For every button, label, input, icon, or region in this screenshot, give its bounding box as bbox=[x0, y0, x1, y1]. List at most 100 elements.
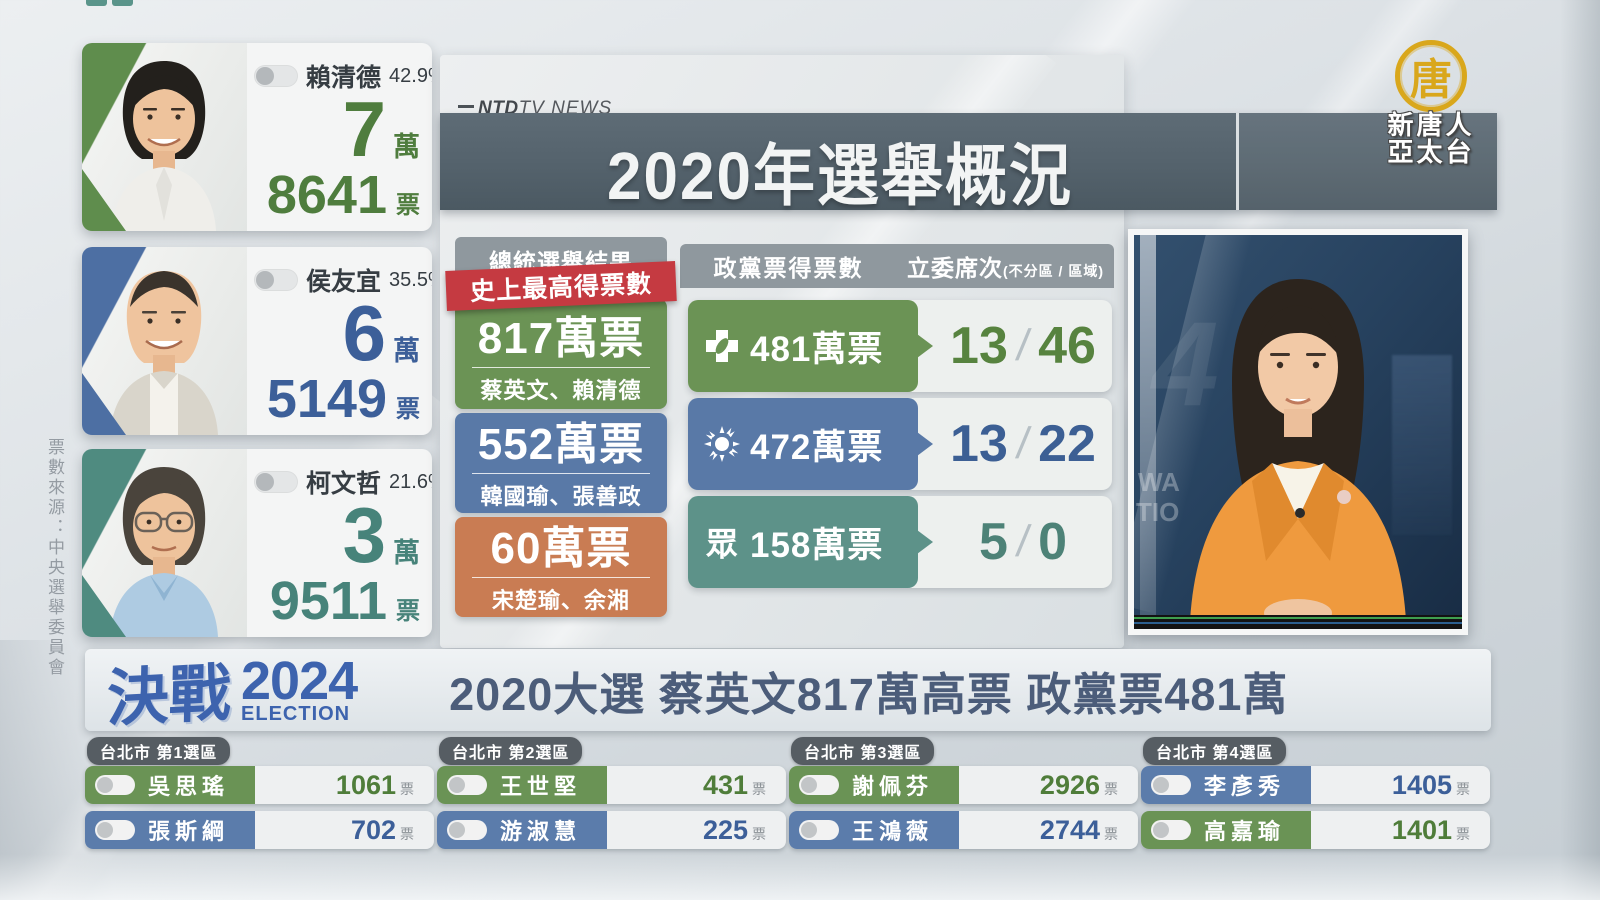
unit-piao: 票 bbox=[396, 192, 420, 220]
seats-label: 立委席次(不分區 / 區域) bbox=[897, 249, 1114, 283]
ticker-votes: 1405 bbox=[1391, 769, 1452, 800]
ticker-row: 游淑慧 225 票 bbox=[437, 811, 786, 849]
party-logo-pill-icon bbox=[254, 471, 298, 493]
ticker-votes: 2926 bbox=[1039, 769, 1100, 800]
district-tag: 台北市 第3選區 bbox=[791, 737, 935, 765]
ticker-row: 張斯綱 702 票 bbox=[85, 811, 434, 849]
ticket-names: 韓國瑜、張善政 bbox=[480, 484, 642, 510]
seats-values: 13 / 22 bbox=[934, 398, 1112, 490]
seats-label-note: (不分區 / 區域) bbox=[1003, 263, 1104, 279]
party-row-kmt: 472萬票 13 / 22 bbox=[688, 398, 1112, 490]
party-row-tpp: 眾 158萬票 5 / 0 bbox=[688, 496, 1112, 588]
district-tag: 台北市 第2選區 bbox=[439, 737, 583, 765]
unit-piao: 票 bbox=[396, 396, 420, 424]
ticker-votes: 702 bbox=[350, 814, 396, 845]
seats-slash: / bbox=[1013, 321, 1033, 370]
studio-ghost-text: TIO bbox=[1136, 497, 1180, 527]
ticker-row: 王鴻薇 2744 票 bbox=[789, 811, 1138, 849]
ticker-row: 吳思瑤 1061 票 bbox=[85, 766, 434, 804]
studio-ghost-text: WA bbox=[1138, 467, 1180, 497]
district-column-1: 台北市 第1選區 吳思瑤 1061 票 張斯綱 702 票 bbox=[85, 737, 434, 853]
station-name-line2: 亞太台 bbox=[1387, 137, 1475, 168]
candidate-name: 賴清德 bbox=[306, 64, 382, 92]
ticker-row: 李彥秀 1405 票 bbox=[1141, 766, 1490, 804]
seats-district: 22 bbox=[1038, 415, 1096, 473]
studio-light-strip bbox=[1140, 235, 1156, 629]
studio-city-backdrop bbox=[1392, 355, 1452, 535]
bottom-fade bbox=[0, 854, 1600, 900]
banner-election-word: ELECTION bbox=[241, 703, 351, 726]
unit-wan: 萬 bbox=[393, 132, 420, 162]
tpp-logo-icon: 眾 bbox=[702, 522, 742, 562]
ticker-candidate-name: 高嘉瑜 bbox=[1204, 819, 1286, 844]
party-chip: 眾 158萬票 bbox=[688, 496, 933, 588]
seats-district: 46 bbox=[1038, 317, 1096, 375]
votes-total: 817萬票 bbox=[477, 314, 645, 363]
ticker-unit: 票 bbox=[752, 825, 766, 842]
party-chip: 481萬票 bbox=[688, 300, 933, 392]
seats-slash: / bbox=[1013, 517, 1033, 566]
divider bbox=[472, 367, 650, 369]
presidential-result-dpp: 817萬票 蔡英文、賴清德 bbox=[455, 299, 667, 409]
candidate-avatar-illustration bbox=[112, 61, 216, 231]
seats-district: 0 bbox=[1038, 513, 1068, 571]
ticker-votes: 1401 bbox=[1391, 814, 1452, 845]
seats-atlarge: 5 bbox=[978, 513, 1008, 571]
ticker-unit: 票 bbox=[1104, 780, 1118, 797]
party-logo-pill-icon bbox=[95, 820, 135, 840]
district-column-4: 台北市 第4選區 李彥秀 1405 票 高嘉瑜 1401 票 bbox=[1141, 737, 1490, 853]
edge-shading bbox=[1560, 0, 1600, 900]
candidate-card-lai: 賴清德 42.9% 7萬 8641 票 bbox=[82, 43, 432, 231]
candidate-name: 柯文哲 bbox=[306, 470, 382, 498]
ticker-votes: 1061 bbox=[335, 769, 396, 800]
ticker-unit: 票 bbox=[400, 825, 414, 842]
votes-total: 60萬票 bbox=[490, 524, 632, 573]
station-name-line1: 新唐人 bbox=[1387, 110, 1475, 140]
party-logo-pill-icon bbox=[799, 820, 839, 840]
dpp-logo-icon bbox=[702, 326, 742, 366]
station-logo-ring-icon: 唐 bbox=[1395, 40, 1467, 112]
news-anchor-illustration bbox=[1190, 279, 1406, 621]
party-logo-pill-icon bbox=[254, 269, 298, 291]
ticker-candidate-name: 李彥秀 bbox=[1204, 774, 1286, 799]
seats-values: 5 / 0 bbox=[934, 496, 1112, 588]
candidate-name: 侯友宜 bbox=[306, 268, 382, 296]
page-title: 2020年選舉概況 bbox=[607, 139, 1073, 214]
district-tag: 台北市 第4選區 bbox=[1143, 737, 1287, 765]
unit-piao: 票 bbox=[396, 598, 420, 626]
party-row-dpp: 481萬票 13 / 46 bbox=[688, 300, 1112, 392]
seats-slash: / bbox=[1013, 419, 1033, 468]
seats-atlarge: 13 bbox=[950, 317, 1008, 375]
candidate-photo bbox=[82, 247, 247, 435]
ticker-candidate-name: 王世堅 bbox=[500, 774, 582, 799]
vote-source-note: 票數來源：中央選舉委員會 bbox=[45, 438, 64, 678]
ticker-candidate-name: 吳思瑤 bbox=[148, 774, 230, 799]
party-logo-pill-icon bbox=[254, 65, 298, 87]
party-votes-value: 472萬票 bbox=[750, 427, 884, 467]
studio-background: 4 WA TIO bbox=[1134, 235, 1462, 629]
kmt-sun-icon bbox=[702, 424, 742, 464]
divider bbox=[472, 473, 650, 475]
divider bbox=[472, 577, 650, 579]
ticker-row: 王世堅 431 票 bbox=[437, 766, 786, 804]
votes-total: 552萬票 bbox=[477, 420, 645, 469]
ticket-names: 宋楚瑜、余湘 bbox=[491, 588, 630, 614]
votes-ten-thousands: 6 bbox=[342, 289, 386, 377]
votes-ten-thousands: 3 bbox=[342, 491, 386, 579]
banner-year: 2024 bbox=[241, 650, 358, 711]
party-logo-pill-icon bbox=[1151, 775, 1191, 795]
ticker-row: 謝佩芬 2926 票 bbox=[789, 766, 1138, 804]
ticker-unit: 票 bbox=[752, 780, 766, 797]
votes-remainder: 5149 bbox=[266, 369, 387, 430]
party-votes-header: 政黨票得票數 立委席次(不分區 / 區域) bbox=[680, 244, 1114, 288]
party-logo-pill-icon bbox=[447, 775, 487, 795]
title-bar: 2020年選舉概況 bbox=[440, 113, 1497, 214]
candidate-percent: 21.6% bbox=[389, 470, 432, 493]
station-logo: 唐 新唐人 亞太台 bbox=[1386, 40, 1476, 167]
seats-values: 13 / 46 bbox=[934, 300, 1112, 392]
ticker-unit: 票 bbox=[1456, 825, 1470, 842]
news-headline: 2020大選 蔡英文817萬高票 政黨票481萬 bbox=[449, 668, 1289, 720]
district-column-3: 台北市 第3選區 謝佩芬 2926 票 王鴻薇 2744 票 bbox=[789, 737, 1138, 853]
logo-dash bbox=[458, 105, 474, 108]
presidential-result-pfp: 60萬票 宋楚瑜、余湘 bbox=[455, 517, 667, 617]
